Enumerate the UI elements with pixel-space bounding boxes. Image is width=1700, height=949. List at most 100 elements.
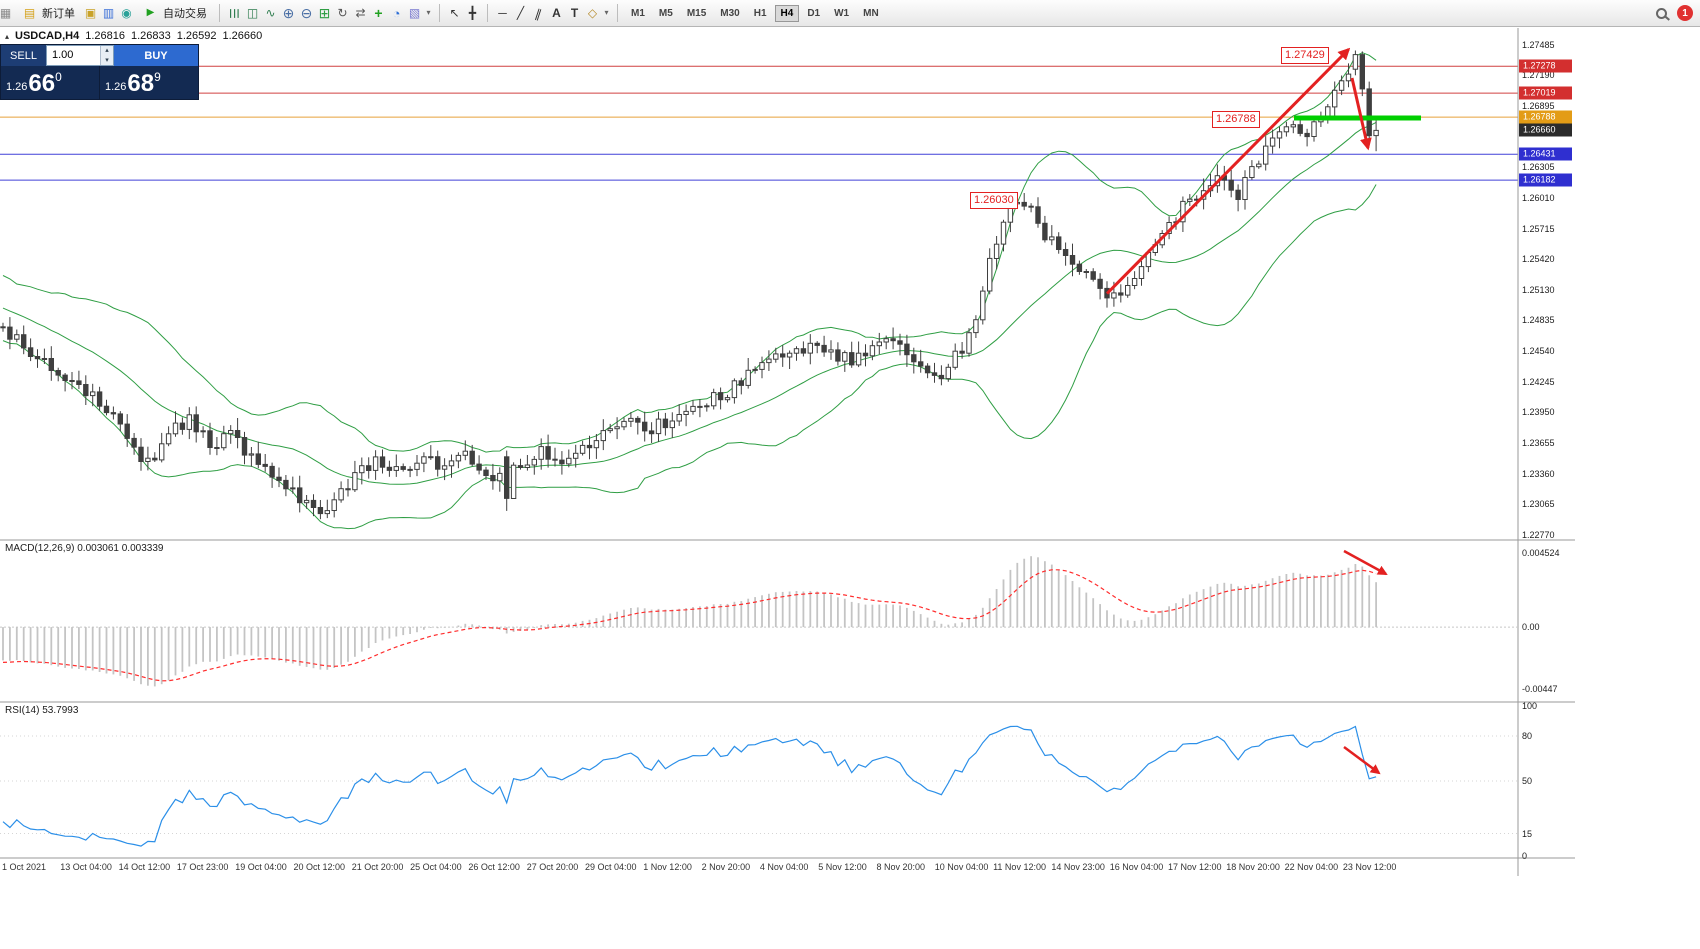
candle-body — [1269, 137, 1276, 147]
toolbar-separator — [487, 4, 488, 22]
time-axis[interactable]: 1 Oct 2021 13 Oct 04:00 14 Oct 12:00 17 Oct… — [0, 858, 1575, 876]
time-axis-label: 27 Oct 20:00 — [526, 862, 579, 872]
ask-price-big-digits: 68 — [127, 70, 155, 98]
channel-tool-icon[interactable]: ∥ — [533, 5, 544, 21]
autotrading-label: 自动交易 — [163, 8, 207, 20]
candle-body — [179, 422, 186, 430]
auto-scroll-icon[interactable]: ↻ — [337, 6, 348, 20]
candle-body — [1366, 88, 1372, 137]
uptrend-line[interactable] — [1105, 47, 1351, 295]
candle-body — [338, 488, 344, 501]
window-icon[interactable]: ▦ — [0, 6, 12, 20]
candle-body — [800, 348, 807, 354]
templates-dropdown-icon[interactable]: ▾ — [426, 8, 431, 17]
crosshair-icon[interactable]: ╋ — [468, 6, 477, 20]
timeframe-button-w1[interactable]: W1 — [828, 5, 855, 22]
timeframe-button-m5[interactable]: M5 — [653, 5, 679, 22]
candle-body — [717, 392, 724, 401]
new-order-button[interactable]: ▤ 新订单 — [15, 2, 81, 25]
candle-body — [786, 352, 793, 358]
text-tool-icon[interactable]: A — [552, 6, 561, 20]
sell-button[interactable]: SELL — [1, 45, 46, 66]
volume-value[interactable]: 1.00 — [52, 49, 74, 61]
timeframe-button-mn[interactable]: MN — [857, 5, 885, 22]
timeframe-button-m15[interactable]: M15 — [681, 5, 712, 22]
candle-body — [366, 465, 372, 472]
candle-body — [724, 397, 731, 401]
candle-body — [1090, 271, 1096, 280]
candle-body — [152, 457, 158, 461]
candle-body — [96, 391, 103, 407]
price-axis[interactable] — [1518, 27, 1575, 876]
notification-badge[interactable]: 1 — [1677, 5, 1693, 21]
candle-body — [62, 374, 68, 382]
time-axis-label: 18 Nov 20:00 — [1226, 862, 1280, 872]
candle-body — [952, 350, 958, 368]
rsi-down-arrow[interactable] — [1343, 745, 1381, 775]
time-axis-label: 22 Nov 04:00 — [1284, 862, 1339, 872]
candle-body — [655, 418, 662, 435]
candle-body — [241, 437, 248, 456]
tile-windows-icon[interactable]: ⊞ — [318, 5, 331, 21]
periods-icon[interactable]: ◔ — [392, 5, 401, 21]
candle-body — [531, 458, 537, 466]
new-order-icon: ▤ — [23, 6, 36, 20]
timeframe-button-d1[interactable]: D1 — [801, 5, 826, 22]
bar-chart-icon[interactable]: ☰ — [227, 7, 242, 19]
buy-button[interactable]: BUY — [114, 45, 198, 66]
candle-body — [918, 361, 924, 367]
search-icon[interactable] — [1656, 7, 1667, 19]
time-axis-label: 10 Nov 04:00 — [934, 862, 989, 872]
market-watch-icon[interactable]: ▥ — [102, 6, 115, 20]
timeframe-button-m30[interactable]: M30 — [714, 5, 745, 22]
candle-body — [752, 368, 758, 371]
candle-body — [835, 349, 841, 362]
candle-body — [352, 472, 358, 491]
zoom-in-icon[interactable]: ⊕ — [282, 5, 295, 21]
timeframe-button-m1[interactable]: M1 — [625, 5, 651, 22]
terminal-icon[interactable]: ◉ — [121, 6, 132, 20]
candle-body — [924, 365, 931, 374]
candle-body — [1373, 129, 1379, 137]
templates-icon[interactable]: ▧ — [408, 6, 421, 20]
autotrading-button[interactable]: ▶ 自动交易 — [136, 2, 213, 25]
shapes-dropdown-icon[interactable]: ▾ — [604, 8, 609, 17]
trendline-tool-icon[interactable]: ╱ — [516, 6, 525, 20]
cursor-icon[interactable]: ↖ — [449, 6, 460, 20]
candle-body — [138, 446, 144, 463]
reversal-down-arrow[interactable] — [1350, 77, 1372, 151]
spinner-up-icon[interactable]: ▴ — [101, 46, 113, 56]
horizontal-line-tool-icon[interactable]: ─ — [498, 6, 507, 20]
candle-body — [1345, 73, 1352, 82]
candle-body — [469, 450, 475, 465]
candle-body — [828, 349, 834, 353]
timeframe-button-h4[interactable]: H4 — [774, 4, 800, 22]
timeframe-button-h1[interactable]: H1 — [748, 5, 773, 22]
bollinger-lower-band — [2, 184, 1377, 530]
candle-body — [945, 366, 951, 380]
profiles-icon[interactable]: ▣ — [84, 6, 97, 20]
candle-body — [600, 430, 606, 442]
indicators-add-icon[interactable]: + — [374, 5, 383, 21]
bollinger-upper-band — [2, 52, 1377, 453]
zoom-out-icon[interactable]: ⊖ — [300, 5, 313, 21]
ask-price[interactable]: 1.26 68 9 — [99, 66, 198, 99]
candle-body — [386, 466, 393, 471]
candle-body — [490, 475, 496, 482]
arrow-tool-icon[interactable]: T — [570, 6, 579, 20]
chart-shift-icon[interactable]: ⇄ — [355, 6, 366, 20]
candle-body — [165, 433, 172, 445]
candle-body — [849, 352, 855, 366]
spinner-down-icon[interactable]: ▾ — [101, 55, 113, 65]
macd-down-arrow[interactable] — [1343, 549, 1388, 576]
candlestick-chart-icon[interactable]: ◫ — [246, 6, 259, 20]
volume-input[interactable]: 1.00 ▴ ▾ — [46, 45, 114, 66]
candle-body — [76, 380, 82, 385]
volume-spinner[interactable]: ▴ ▾ — [100, 46, 113, 65]
candle-body — [993, 243, 1000, 259]
bid-price[interactable]: 1.26 66 0 — [1, 66, 99, 99]
quote-panel-toggle-icon[interactable]: ▴ — [5, 31, 10, 41]
shapes-tool-icon[interactable]: ◇ — [587, 6, 598, 20]
line-chart-icon[interactable]: ∿ — [265, 6, 276, 20]
